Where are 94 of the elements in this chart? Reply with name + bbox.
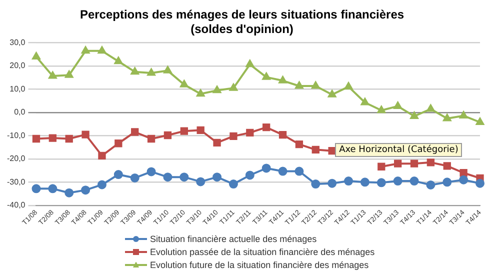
point	[377, 106, 386, 114]
point	[65, 70, 74, 78]
point	[180, 80, 188, 88]
point	[229, 84, 238, 91]
point	[426, 158, 435, 166]
point	[230, 132, 238, 140]
point	[164, 66, 172, 74]
point	[196, 126, 204, 134]
point	[360, 98, 369, 106]
point	[130, 67, 139, 75]
point	[295, 140, 304, 148]
legend-label: Evolution future de la situation financière des ménages	[150, 260, 369, 270]
point	[278, 76, 287, 84]
point	[311, 180, 320, 189]
point	[32, 184, 41, 194]
chart-title: Perceptions des ménages de leurs situations financières (soldes d'opinion)	[80, 8, 404, 36]
point	[114, 170, 123, 180]
point	[426, 104, 435, 112]
y-tick-label: 30,0	[10, 38, 26, 48]
point	[164, 131, 172, 140]
y-tick-label: -20,0	[7, 154, 26, 164]
point	[180, 127, 188, 135]
point	[98, 152, 106, 160]
point	[294, 166, 304, 176]
point	[262, 72, 270, 80]
point	[228, 180, 238, 189]
point	[97, 180, 106, 190]
point	[459, 175, 468, 184]
point	[443, 162, 451, 170]
point	[131, 128, 139, 136]
annotation: Axe Horizontal (Catégorie)	[335, 143, 462, 158]
point	[180, 172, 189, 182]
point	[48, 72, 57, 79]
point	[344, 176, 354, 186]
point	[82, 46, 90, 54]
point	[312, 146, 320, 154]
point	[114, 56, 122, 64]
point	[212, 86, 222, 94]
point	[114, 140, 122, 148]
point	[146, 167, 156, 176]
point	[476, 118, 484, 125]
point	[460, 111, 468, 118]
legend-label: Situation financière actuelle des ménages	[150, 234, 317, 244]
point	[262, 124, 270, 132]
y-tick-label: 10,0	[10, 84, 26, 94]
point	[246, 60, 254, 68]
point	[32, 52, 40, 60]
point	[130, 173, 140, 182]
point	[48, 184, 58, 194]
point	[426, 180, 436, 190]
point	[394, 102, 402, 109]
point	[460, 169, 468, 177]
y-tick-label: -40,0	[7, 200, 26, 210]
point	[344, 82, 353, 90]
point	[328, 90, 336, 98]
point	[378, 162, 386, 170]
point	[393, 176, 402, 186]
point	[245, 170, 254, 180]
point	[196, 177, 206, 186]
point	[82, 130, 90, 138]
point	[442, 178, 452, 187]
point	[246, 128, 254, 137]
point	[81, 186, 90, 195]
point	[328, 178, 337, 188]
point	[147, 134, 156, 143]
point	[213, 138, 221, 147]
y-tick-label: 0,0	[14, 108, 26, 117]
point	[163, 172, 172, 182]
point	[196, 89, 205, 97]
y-tick-label: -30,0	[7, 177, 26, 186]
point	[98, 46, 106, 54]
point	[262, 164, 271, 173]
point	[360, 178, 370, 187]
point	[476, 178, 484, 188]
point	[312, 82, 320, 89]
y-tick-label: -10,0	[7, 130, 26, 140]
point	[376, 178, 386, 188]
point	[410, 112, 418, 119]
point	[410, 160, 418, 168]
point	[32, 134, 40, 143]
point	[64, 188, 74, 198]
point	[147, 68, 156, 76]
point	[48, 134, 56, 142]
point	[278, 130, 287, 139]
point	[394, 160, 402, 168]
point	[410, 176, 419, 186]
point	[212, 172, 222, 182]
y-tick-label: 20,0	[10, 61, 26, 70]
legend-label: Evolution passée de la situation financière des ménages	[150, 246, 375, 256]
point	[295, 82, 304, 89]
point	[65, 134, 73, 143]
point	[278, 166, 288, 176]
point	[443, 114, 452, 122]
point	[328, 146, 336, 155]
